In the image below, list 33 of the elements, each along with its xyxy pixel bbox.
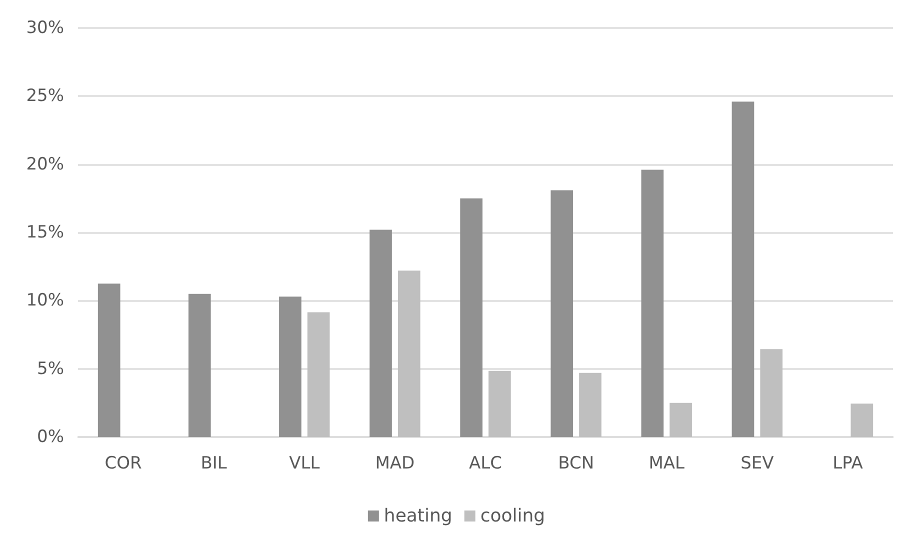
y-tick-label: 5% bbox=[37, 358, 64, 379]
bar bbox=[98, 284, 120, 437]
x-tick-label: COR bbox=[104, 454, 142, 474]
x-tick-label: ALC bbox=[469, 454, 502, 474]
x-tick-label: LPA bbox=[832, 454, 864, 474]
bar bbox=[398, 270, 420, 437]
y-tick-label: 20% bbox=[26, 154, 64, 174]
bar bbox=[641, 170, 664, 437]
bar bbox=[188, 294, 211, 437]
bar bbox=[850, 404, 874, 437]
bar bbox=[550, 190, 574, 437]
bar bbox=[279, 296, 302, 437]
y-tick-label: 0% bbox=[37, 427, 64, 447]
x-tick-label: VLL bbox=[289, 454, 320, 474]
bar bbox=[307, 312, 330, 437]
bar bbox=[760, 349, 783, 437]
bar bbox=[579, 372, 602, 437]
y-tick-label: 15% bbox=[26, 222, 64, 242]
bar bbox=[488, 370, 511, 437]
x-tick-label: SEV bbox=[740, 454, 774, 474]
bar bbox=[732, 102, 754, 437]
x-tick-label: BCN bbox=[558, 454, 594, 474]
x-tick-label: MAD bbox=[375, 454, 415, 474]
y-tick-label: 30% bbox=[26, 18, 64, 38]
y-tick-label: 10% bbox=[26, 290, 64, 311]
x-tick-label: BIL bbox=[200, 454, 228, 474]
legend-label: cooling bbox=[480, 506, 546, 526]
bar bbox=[670, 402, 692, 437]
legend-label: heating bbox=[384, 506, 452, 526]
bar bbox=[370, 230, 392, 437]
bar bbox=[460, 198, 482, 437]
y-tick-label: 25% bbox=[26, 86, 64, 106]
x-tick-label: MAL bbox=[648, 454, 686, 474]
